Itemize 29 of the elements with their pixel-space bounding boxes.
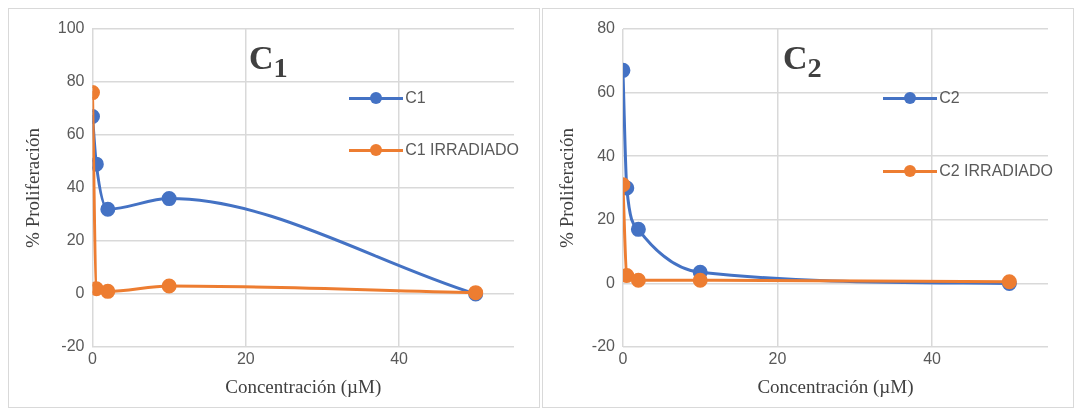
- x-tick-label: 20: [768, 350, 787, 368]
- y-tick-label: 20: [597, 210, 616, 228]
- x-tick-label: 40: [390, 350, 409, 368]
- x-axis-title: Concentración (µM): [225, 375, 382, 398]
- y-tick-label: 100: [57, 19, 85, 37]
- y-tick-label: -20: [591, 337, 616, 355]
- y-axis-title: % Proliferación: [556, 127, 578, 248]
- legend-label: C1: [405, 89, 426, 107]
- y-tick-label: 40: [597, 146, 616, 164]
- y-tick-label: 80: [597, 19, 616, 37]
- legend-label: C1 IRRADIADO: [405, 141, 519, 159]
- y-tick-label: 0: [75, 284, 85, 302]
- y-tick-label: -20: [61, 337, 85, 355]
- x-tick-label: 40: [923, 350, 942, 368]
- y-tick-label: 60: [66, 125, 85, 143]
- x-tick-label: 0: [88, 350, 98, 368]
- y-axis-title: % Proliferación: [22, 127, 44, 248]
- chart-title: C$_{1}$: [249, 39, 288, 84]
- legend-label: C2 IRRADIADO: [939, 162, 1053, 180]
- chart-title: C$_{2}$: [783, 39, 822, 84]
- y-tick-label: 0: [606, 273, 616, 291]
- legend-label: C2: [939, 89, 960, 107]
- y-tick-label: 20: [66, 231, 85, 249]
- x-axis-title: Concentración (µM): [757, 375, 914, 398]
- y-tick-label: 40: [66, 178, 85, 196]
- x-tick-label: 20: [236, 350, 255, 368]
- y-tick-label: 60: [597, 83, 616, 101]
- y-tick-label: 80: [66, 72, 85, 90]
- x-tick-label: 0: [618, 350, 628, 368]
